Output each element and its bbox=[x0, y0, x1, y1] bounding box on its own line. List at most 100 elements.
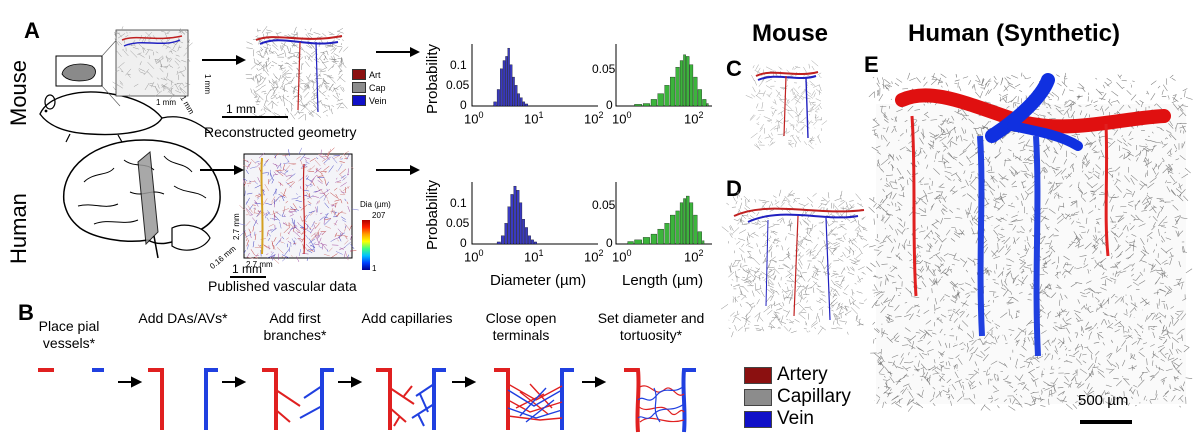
ytick-hl-1: 0 bbox=[606, 236, 613, 250]
ytick-hd-2: 0 bbox=[460, 236, 467, 250]
hist-bar-mouse-length bbox=[670, 76, 676, 107]
human-synthetic-heading: Human (Synthetic) bbox=[908, 20, 1121, 47]
ytick-ml-1: 0 bbox=[606, 98, 613, 112]
hist-bar-mouse-length bbox=[706, 103, 709, 107]
legend-item-vein: Vein bbox=[744, 408, 851, 430]
arrow-mouse-2 bbox=[376, 47, 420, 57]
legend-vein-label: Vein bbox=[369, 95, 387, 106]
hist-bar-mouse-length bbox=[686, 56, 690, 107]
xtick-ml-2: 102 bbox=[684, 110, 704, 127]
mouse-box-x-label: 1 mm bbox=[156, 98, 176, 107]
hist-bar-human-diameter bbox=[528, 235, 531, 245]
hist-bar-human-length bbox=[642, 237, 650, 245]
artery-swatch bbox=[744, 366, 772, 384]
colorbar-max: 207 bbox=[372, 211, 386, 220]
mouse-network-d bbox=[720, 189, 869, 338]
panel-label-c: C bbox=[726, 56, 742, 81]
human-brain-illustration bbox=[63, 139, 221, 259]
xtick-md-2: 102 bbox=[584, 110, 604, 127]
legend-artery-label: Artery bbox=[777, 364, 828, 385]
synthetic-scale-bar bbox=[1080, 420, 1132, 424]
legend-art-label: Art bbox=[369, 69, 381, 80]
hist-bar-human-length bbox=[670, 214, 676, 245]
xtick-md-0: 100 bbox=[464, 110, 484, 127]
ytick-md-1: 0.05 bbox=[446, 78, 470, 92]
hist-bar-mouse-length bbox=[675, 66, 680, 107]
hist-bar-mouse-length bbox=[657, 93, 664, 107]
xtick-ml-0: 100 bbox=[612, 110, 632, 127]
hist-bar-mouse-length bbox=[693, 76, 698, 107]
hist-bar-mouse-diameter bbox=[517, 93, 520, 107]
published-caption: Published vascular data bbox=[208, 278, 357, 294]
ytick-ml-0: 0.05 bbox=[592, 62, 616, 76]
step-label-6: Set diameter and tortuosity* bbox=[597, 310, 705, 343]
mouse-scale-bar bbox=[222, 116, 288, 118]
hist-bar-human-diameter bbox=[522, 219, 525, 245]
reconstructed-geometry-image bbox=[245, 26, 349, 121]
hist-bar-mouse-length bbox=[642, 103, 650, 107]
ytick-md-2: 0 bbox=[460, 98, 467, 112]
hist-bar-human-length bbox=[657, 228, 664, 245]
hist-bar-mouse-diameter bbox=[507, 47, 510, 107]
hist-axes-human-diameter bbox=[471, 182, 598, 245]
hist-axes-mouse-length bbox=[615, 44, 712, 107]
legend-vein-label: Vein bbox=[777, 408, 814, 429]
arrow-mouse-1 bbox=[202, 55, 246, 65]
human-scale-bar bbox=[230, 276, 266, 278]
hist-bar-human-diameter bbox=[496, 241, 501, 245]
hist-bar-mouse-length bbox=[689, 64, 694, 107]
human-box-x-label: 2.7 mm bbox=[246, 260, 273, 269]
hist-bar-human-length bbox=[686, 195, 690, 245]
hist-bar-mouse-diameter bbox=[512, 76, 515, 107]
hist-bar-human-length bbox=[702, 240, 705, 245]
step-label-1: Place pial vessels* bbox=[38, 318, 100, 351]
hist-bar-mouse-diameter bbox=[500, 68, 503, 107]
hist-bar-human-length bbox=[697, 231, 702, 245]
hist-bar-mouse-diameter bbox=[525, 103, 529, 107]
legend-item-capillary: Capillary bbox=[744, 386, 851, 408]
colorbar-min: 1 bbox=[372, 264, 377, 273]
xtick-hd-0: 100 bbox=[464, 248, 484, 265]
human-synthetic-network bbox=[866, 72, 1193, 412]
hist-bar-mouse-length bbox=[702, 99, 707, 107]
arrow-human-1 bbox=[200, 165, 244, 175]
hist-bar-mouse-length bbox=[634, 104, 642, 107]
hist-bar-human-length bbox=[627, 241, 634, 245]
panel-label-b: B bbox=[18, 300, 34, 325]
xtick-hl-2: 102 bbox=[684, 248, 704, 265]
legend-item-artery: Artery bbox=[744, 364, 851, 386]
vessel-legend: Artery Capillary Vein bbox=[744, 364, 851, 430]
hist-bar-mouse-diameter bbox=[496, 89, 500, 107]
hist-bar-human-length bbox=[650, 233, 657, 245]
hist-bar-human-diameter bbox=[513, 185, 517, 245]
hist-bar-mouse-length bbox=[650, 99, 657, 107]
hist-bar-human-diameter bbox=[516, 190, 520, 245]
xlabel-length: Length (µm) bbox=[622, 272, 704, 289]
hist-bar-human-diameter bbox=[525, 227, 528, 245]
hist-bar-human-diameter bbox=[531, 239, 534, 245]
hist-bar-human-diameter bbox=[507, 206, 511, 245]
xtick-hd-2: 102 bbox=[584, 248, 604, 265]
hist-bar-human-length bbox=[689, 202, 694, 245]
panel-label-e: E bbox=[864, 52, 879, 77]
legend-capillary-label: Capillary bbox=[777, 386, 851, 407]
pipeline-diagram bbox=[38, 368, 696, 433]
hist-bar-mouse-diameter bbox=[509, 64, 513, 107]
hist-bar-human-diameter bbox=[519, 202, 523, 245]
hist-axes-mouse-diameter bbox=[471, 44, 598, 107]
capillary-swatch bbox=[744, 388, 772, 406]
panel-label-a: A bbox=[24, 18, 40, 43]
step-label-4: Add capillaries bbox=[361, 310, 453, 326]
hist-bar-mouse-diameter bbox=[493, 101, 497, 107]
hist-bar-human-length bbox=[664, 223, 670, 245]
hist-bar-human-length bbox=[683, 198, 686, 245]
colorbar bbox=[362, 220, 370, 270]
hist-bar-human-length bbox=[693, 214, 698, 245]
ytick-hl-0: 0.05 bbox=[592, 198, 616, 212]
xtick-md-1: 101 bbox=[524, 110, 544, 127]
ytick-md-0: 0.1 bbox=[450, 58, 467, 72]
step-label-5: Close open terminals bbox=[485, 310, 557, 343]
mouse-illustration bbox=[39, 35, 211, 143]
hist-bar-human-length bbox=[675, 210, 680, 245]
